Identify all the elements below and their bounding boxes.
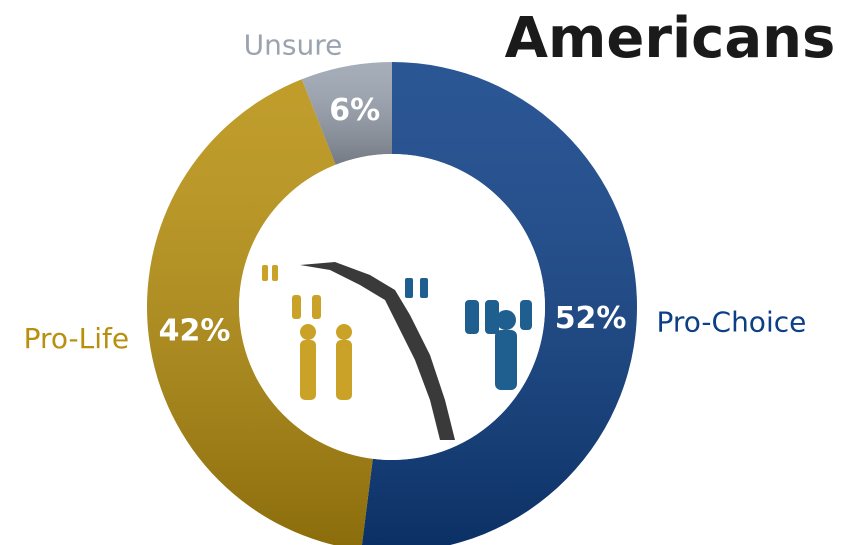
category-label: Pro-Choice [656, 306, 806, 339]
data-label: 42% [159, 313, 231, 348]
chart-title: Americans [505, 6, 836, 71]
data-label: 52% [555, 301, 627, 336]
center-illustration [239, 154, 545, 460]
category-label: Unsure [244, 29, 343, 62]
data-label: 6% [329, 93, 380, 128]
category-label: Pro-Life [24, 322, 130, 355]
